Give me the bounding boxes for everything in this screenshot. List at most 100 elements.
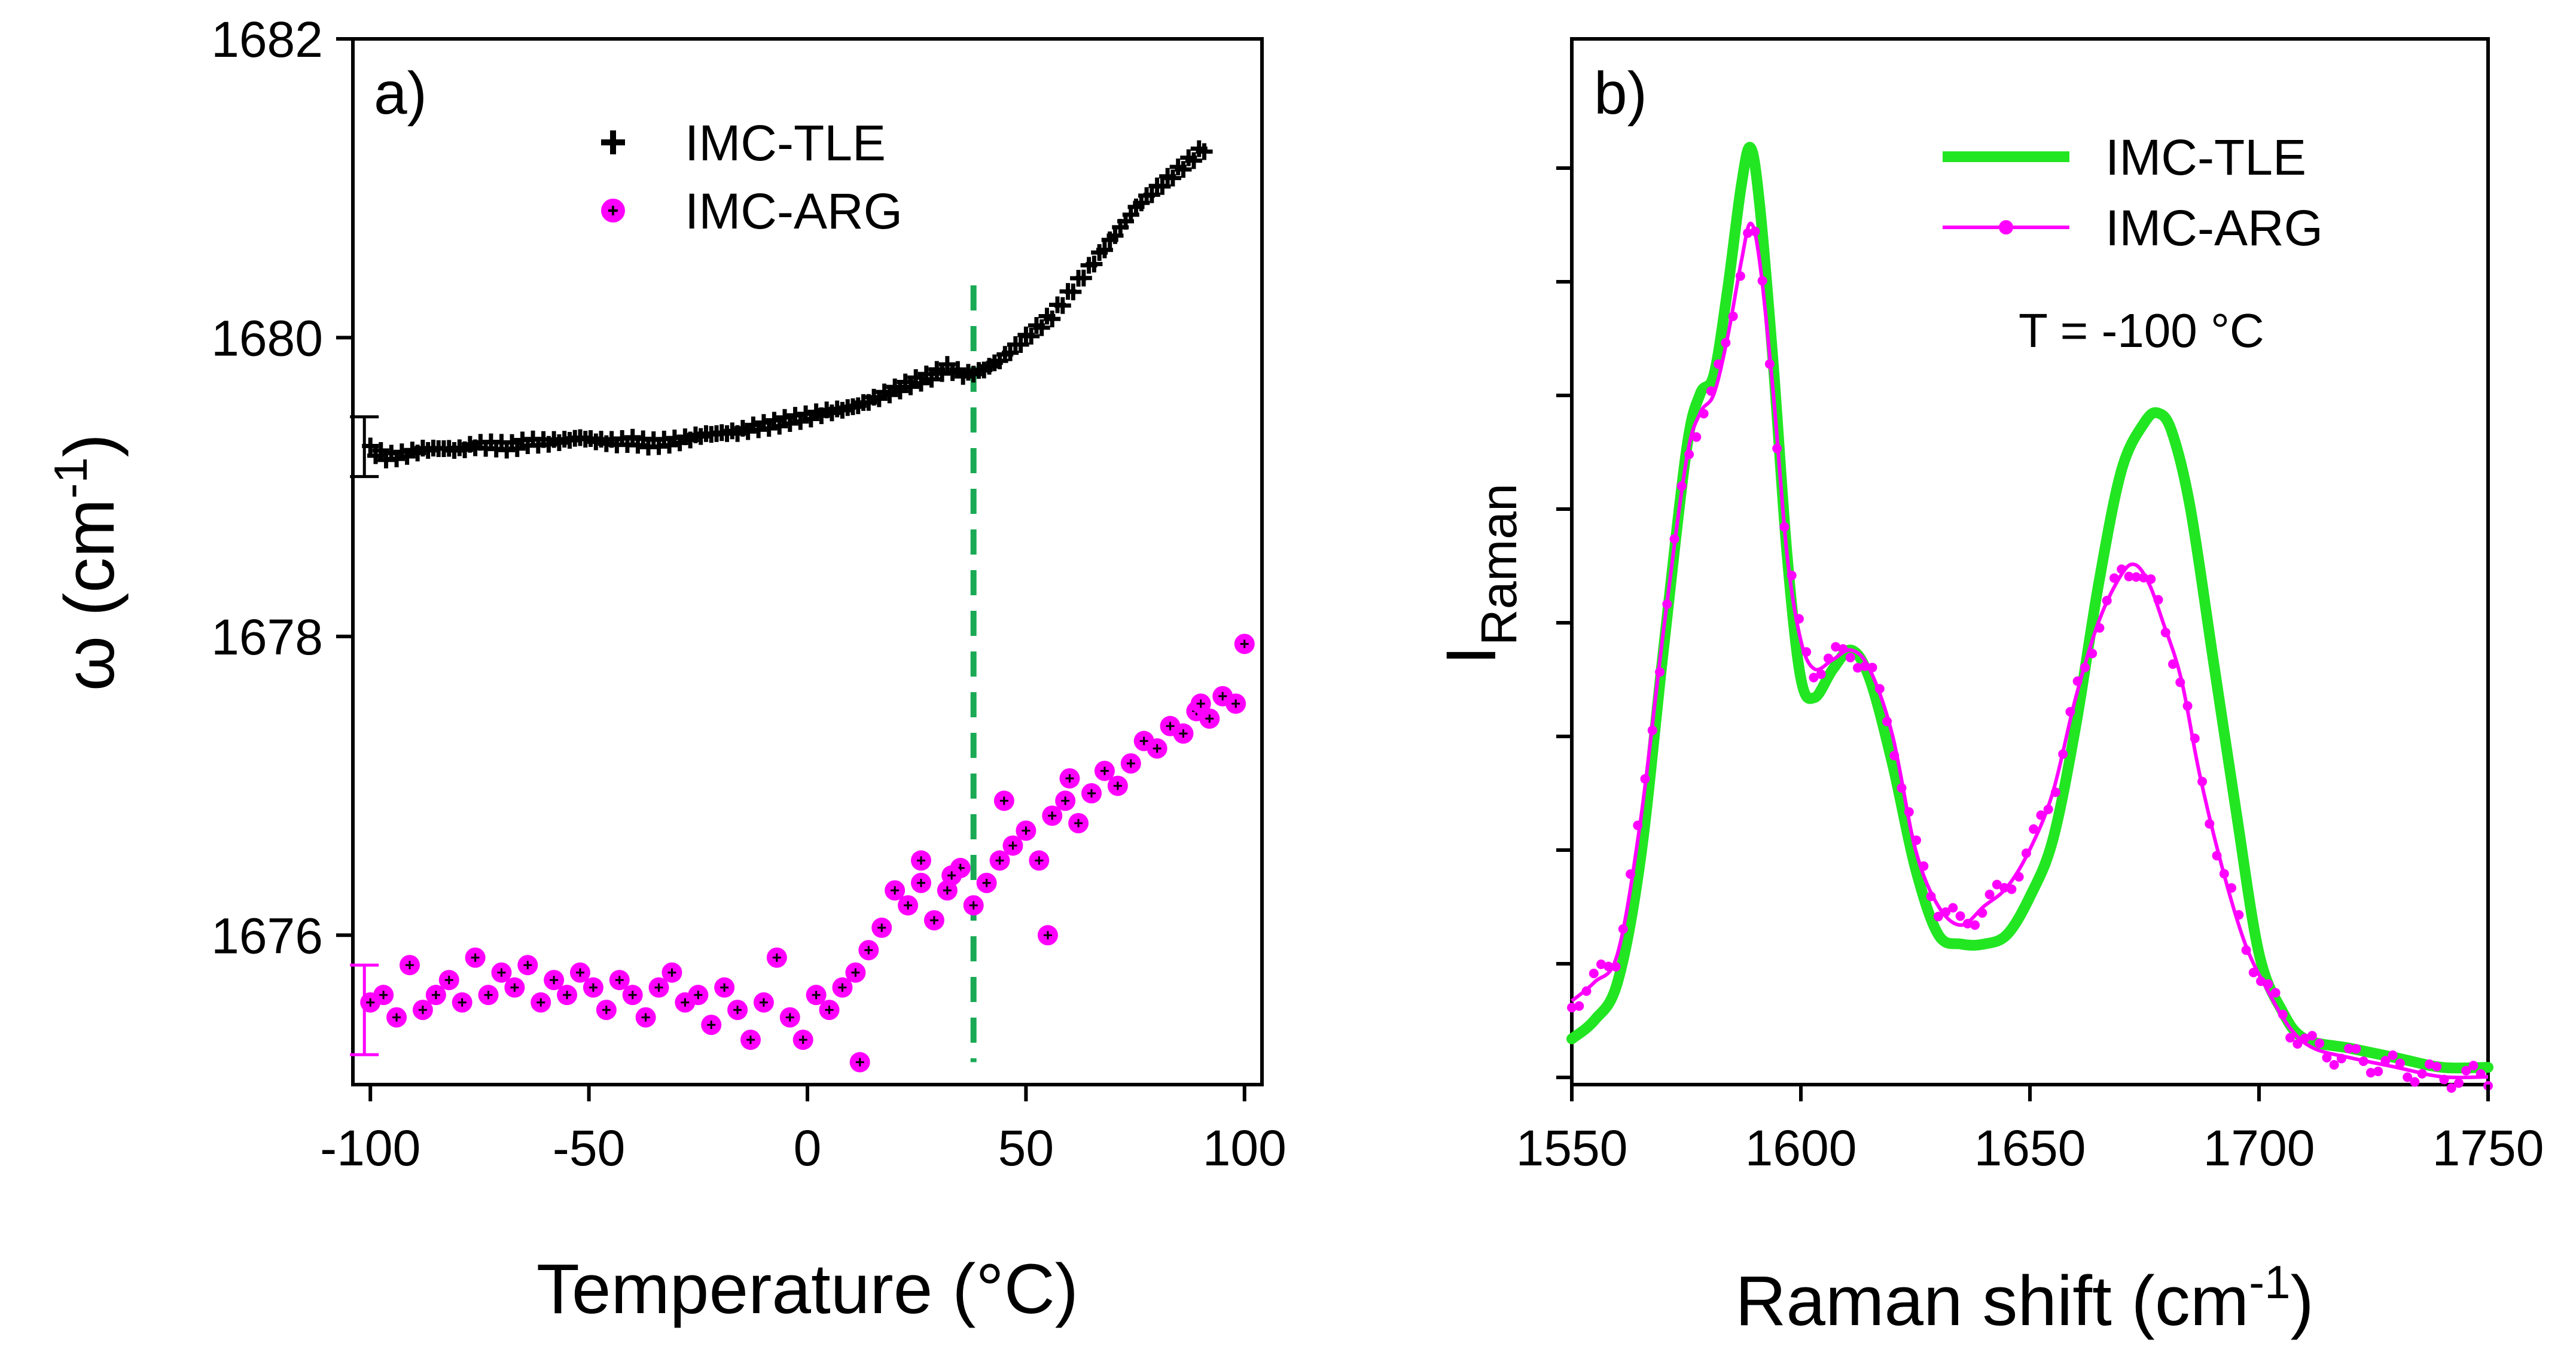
panel-a-point-arg <box>557 985 578 1006</box>
legend-label-imc-arg: IMC-ARG <box>685 183 903 239</box>
panel-a-point-arg <box>871 917 892 938</box>
panel-b-point-arg <box>2446 1083 2456 1093</box>
legend-label-imc-tle: IMC-TLE <box>685 115 886 171</box>
panel-a-point-tle <box>1054 297 1071 314</box>
panel-a-point-arg <box>740 1030 761 1050</box>
panel-b-point-arg <box>2043 804 2053 814</box>
panel-b-point-arg <box>1897 783 1907 793</box>
panel-a-point-arg <box>1081 783 1102 804</box>
legend-label-b-imc-arg: IMC-ARG <box>2105 200 2323 256</box>
panel-b-y-axis-title-sub: Raman <box>1471 483 1527 645</box>
panel-b-point-arg <box>2403 1072 2413 1082</box>
legend-marker-imc-arg <box>601 199 625 223</box>
panel-a-point-arg <box>1002 835 1023 856</box>
panel-a-point-tle <box>923 370 940 388</box>
panel-b-y-axis-title: IRaman <box>1432 483 1527 665</box>
panel-a-point-arg <box>1234 634 1255 654</box>
panel-b-point-arg <box>2036 810 2046 820</box>
panel-b-point-arg <box>1955 911 1965 921</box>
panel-a-point-arg <box>753 992 774 1013</box>
panel-b-point-arg <box>1567 1003 1577 1013</box>
panel-a-point-arg <box>845 962 866 983</box>
panel-b-point-arg <box>1838 644 1848 654</box>
panel-b-point-arg <box>2476 1069 2486 1079</box>
panel-b-x-axis-title-sup: -1 <box>2249 1256 2290 1308</box>
panel-b-point-arg <box>1794 614 1804 624</box>
panel-a-y-tick-label: 1680 <box>211 310 323 366</box>
panel-a-point-arg <box>923 910 944 931</box>
panel-a-point-tle <box>1023 327 1040 345</box>
panel-a-point-arg <box>465 947 486 968</box>
panel-b-point-arg <box>1669 534 1679 544</box>
panel-b-point-arg <box>2315 1039 2325 1049</box>
panel-b-point-arg <box>1684 449 1694 459</box>
panel-b-y-axis-title-main: I <box>1432 645 1511 665</box>
panel-a-point-tle <box>1044 310 1061 328</box>
panel-a-point-arg <box>1173 723 1194 744</box>
panel-a-point-arg <box>1107 775 1128 796</box>
panel-b-point-arg <box>2175 677 2185 687</box>
panel-b-point-arg <box>1764 359 1775 369</box>
panel-a-point-arg <box>517 955 538 976</box>
panel-b-x-axis-title: Raman shift (cm-1) <box>1735 1256 2314 1341</box>
panel-b-point-arg <box>1831 642 1841 652</box>
panel-b-point-arg <box>2307 1031 2317 1041</box>
panel-a-point-tle <box>902 378 919 395</box>
panel-a-point-tle <box>1196 143 1213 160</box>
panel-a-point-arg <box>701 1015 722 1036</box>
panel-b-point-arg <box>1977 908 1987 918</box>
panel-a-point-arg <box>648 977 669 998</box>
panel-a-y-tick-label: 1678 <box>211 609 323 665</box>
panel-b-point-arg <box>1640 774 1650 784</box>
panel-a-y-ticks: 1676 1678 1680 1682 <box>211 11 353 964</box>
panel-b-point-arg <box>2432 1061 2442 1071</box>
panel-a-point-tle <box>372 442 389 459</box>
panel-b-point-arg <box>1882 716 1892 726</box>
panel-b-point-arg <box>1633 820 1643 830</box>
panel-b-point-arg <box>1772 443 1782 453</box>
panel-a-point-arg <box>1059 768 1080 789</box>
panel-b-series-tle <box>1566 142 2493 1074</box>
panel-a-point-arg <box>596 1000 617 1021</box>
panel-a-point-tle <box>362 437 379 455</box>
panel-b-point-arg <box>1984 890 1995 900</box>
panel-b-x-ticks: 1550 1600 1650 1700 1750 <box>1516 1085 2544 1176</box>
panel-b-label: b) <box>1594 60 1647 127</box>
panel-b-point-arg <box>1787 570 1797 580</box>
panel-b-point-arg <box>2029 824 2039 834</box>
panel-a-y-axis-title-close: ) <box>50 434 129 457</box>
panel-a-point-arg <box>832 977 853 998</box>
panel-a-point-tle <box>1154 178 1171 195</box>
panel-b-plot-frame <box>1570 37 2490 1086</box>
panel-b-point-arg <box>2380 1055 2391 1065</box>
panel-b-point-arg <box>2197 777 2208 787</box>
panel-a-x-axis-title: Temperature (°C) <box>536 1250 1078 1329</box>
panel-a: -100 -50 0 50 100 1676 1678 1680 1682 a) IMC-TL… <box>44 11 1287 1329</box>
panel-b-point-arg <box>1750 226 1760 236</box>
panel-a-point-tle <box>1075 269 1092 287</box>
panel-b-series-arg <box>1567 221 2493 1093</box>
panel-a-point-tle <box>891 382 909 400</box>
panel-b-point-arg <box>2336 1053 2346 1064</box>
panel-b-point-arg <box>2102 595 2112 605</box>
panel-b-point-arg <box>1904 807 1914 817</box>
panel-b-point-arg <box>2050 787 2060 797</box>
panel-a-point-arg <box>531 992 551 1013</box>
panel-a-point-tle <box>1012 336 1029 353</box>
panel-b-point-arg <box>1699 409 1709 419</box>
panel-b-point-arg <box>2058 749 2068 759</box>
panel-b-point-arg <box>2461 1065 2471 1076</box>
panel-b-point-arg <box>2256 976 2266 986</box>
panel-a-point-arg <box>635 1007 656 1028</box>
panel-a-point-arg <box>779 1007 800 1028</box>
panel-b-point-arg <box>2395 1058 2405 1068</box>
panel-b-point-arg <box>1757 276 1767 286</box>
legend-line-imc-arg <box>1943 220 2069 235</box>
panel-a-point-arg <box>898 895 919 916</box>
panel-b-x-axis-title-close: ) <box>2291 1262 2314 1341</box>
panel-b-point-arg <box>2293 1039 2303 1049</box>
panel-b-point-arg <box>1779 522 1790 532</box>
panel-a-point-tle <box>508 440 526 457</box>
panel-a-x-tick-label: 50 <box>998 1120 1054 1176</box>
